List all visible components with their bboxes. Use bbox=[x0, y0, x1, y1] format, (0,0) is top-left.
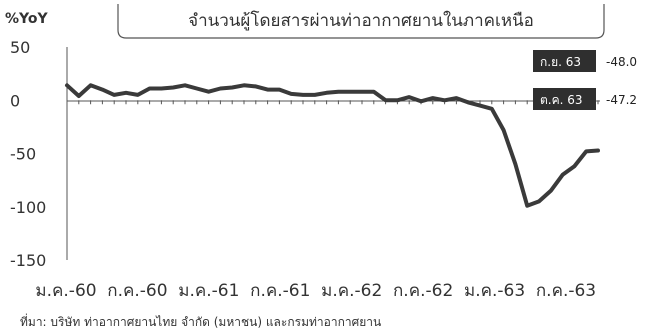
x-tick-label: ม.ค.-60 bbox=[35, 281, 96, 301]
y-tick-label: -100 bbox=[10, 198, 46, 217]
callout-value: -47.2 bbox=[606, 93, 637, 107]
x-tick-label: ก.ค.-62 bbox=[393, 281, 453, 301]
x-tick-label: ม.ค.-62 bbox=[321, 281, 382, 301]
chart-title-box: จำนวนผู้โดยสารผ่านท่าอากาศยานในภาคเหนือ bbox=[117, 4, 605, 39]
callout-label: ก.ย. 63 bbox=[540, 55, 581, 69]
series-group bbox=[65, 83, 600, 208]
callout-sep-2020: ก.ย. 63 -48.0 bbox=[533, 50, 637, 72]
x-tick-label: ม.ค.-63 bbox=[464, 281, 525, 301]
x-tick-label: ก.ค.-61 bbox=[250, 281, 310, 301]
callout-oct-2020: ต.ค. 63 -47.2 bbox=[533, 88, 637, 110]
callout-value: -48.0 bbox=[606, 55, 637, 69]
y-tick-label: -150 bbox=[10, 251, 46, 270]
callout-label-bg bbox=[533, 50, 596, 72]
x-tick-label: ม.ค.-61 bbox=[178, 281, 239, 301]
x-ticks: ม.ค.-60 ก.ค.-60 ม.ค.-61 ก.ค.-61 ม.ค.-62 ก.ค.-… bbox=[35, 100, 599, 301]
y-tick-label: 0 bbox=[10, 91, 20, 110]
callout-label: ต.ค. 63 bbox=[540, 93, 583, 107]
x-tick-label: ก.ค.-63 bbox=[536, 281, 596, 301]
series-line bbox=[65, 83, 600, 208]
source-note: ที่มา: บริษัท ท่าอากาศยานไทย จำกัด (มหาช… bbox=[20, 313, 381, 329]
y-axis-label: %YoY bbox=[5, 11, 48, 27]
y-ticks: 50 0 -50 -100 -150 bbox=[10, 38, 46, 270]
title-frame bbox=[117, 4, 605, 39]
x-tick-label: ก.ค.-60 bbox=[107, 281, 167, 301]
chart-title: จำนวนผู้โดยสารผ่านท่าอากาศยานในภาคเหนือ bbox=[188, 10, 534, 31]
y-tick-label: -50 bbox=[10, 145, 36, 164]
callout-label-bg bbox=[533, 88, 596, 110]
y-tick-label: 50 bbox=[10, 38, 30, 57]
